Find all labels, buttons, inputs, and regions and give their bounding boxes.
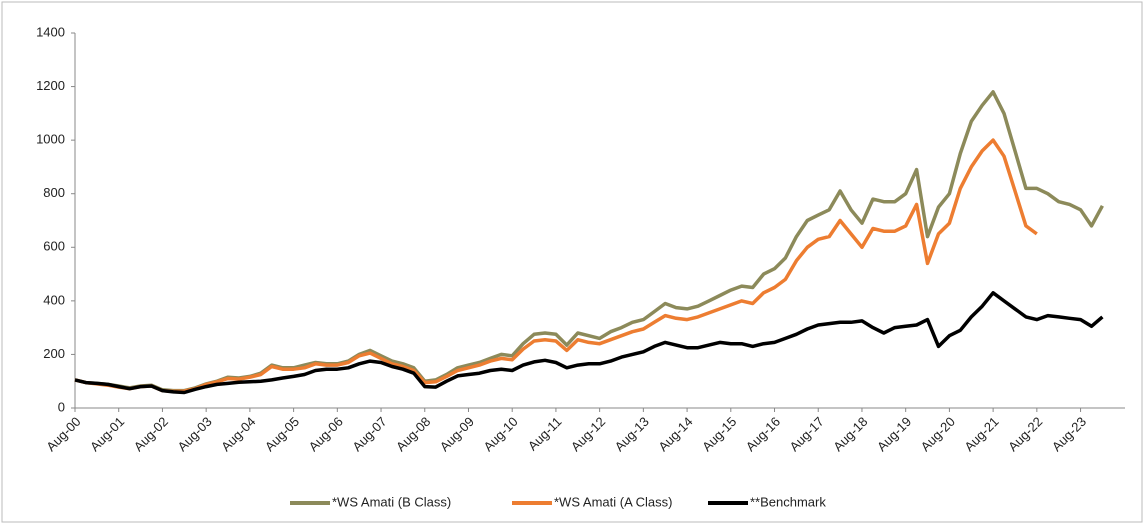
x-tick-label: Aug-10 xyxy=(481,414,521,454)
x-tick-label: Aug-22 xyxy=(1005,414,1045,454)
x-tick-label: Aug-01 xyxy=(87,414,127,454)
x-tick-label: Aug-14 xyxy=(655,414,695,454)
y-tick-label: 400 xyxy=(43,292,65,307)
x-tick-label: Aug-23 xyxy=(1049,414,1089,454)
y-tick-label: 200 xyxy=(43,346,65,361)
legend-label: *WS Amati (B Class) xyxy=(332,494,451,509)
x-tick-label: Aug-20 xyxy=(918,414,958,454)
legend-label: *WS Amati (A Class) xyxy=(554,494,672,509)
x-tick-label: Aug-19 xyxy=(874,414,914,454)
x-tick-label: Aug-18 xyxy=(830,414,870,454)
x-tick-label: Aug-11 xyxy=(525,414,565,454)
y-tick-label: 0 xyxy=(58,399,65,414)
y-tick-label: 1200 xyxy=(36,78,65,93)
series-line xyxy=(74,291,1104,395)
x-tick-label: Aug-17 xyxy=(787,414,827,454)
y-tick-label: 1400 xyxy=(36,24,65,39)
x-tick-label: Aug-16 xyxy=(743,414,783,454)
x-tick-label: Aug-06 xyxy=(306,414,346,454)
legend-label: **Benchmark xyxy=(750,494,826,509)
x-tick-label: Aug-15 xyxy=(699,414,739,454)
x-tick-label: Aug-00 xyxy=(43,414,83,454)
x-tick-label: Aug-05 xyxy=(262,414,302,454)
series-line xyxy=(74,138,1038,394)
x-tick-label: Aug-03 xyxy=(174,414,214,454)
x-tick-label: Aug-09 xyxy=(437,414,477,454)
x-tick-label: Aug-12 xyxy=(568,414,608,454)
y-tick-label: 600 xyxy=(43,239,65,254)
x-tick-label: Aug-04 xyxy=(218,414,258,454)
x-tick-label: Aug-02 xyxy=(131,414,171,454)
x-tick-label: Aug-08 xyxy=(393,414,433,454)
y-tick-label: 800 xyxy=(43,185,65,200)
x-tick-label: Aug-13 xyxy=(612,414,652,454)
x-tick-label: Aug-21 xyxy=(961,414,1001,454)
series-line xyxy=(74,90,1104,393)
x-tick-label: Aug-07 xyxy=(349,414,389,454)
y-tick-label: 1000 xyxy=(36,132,65,147)
